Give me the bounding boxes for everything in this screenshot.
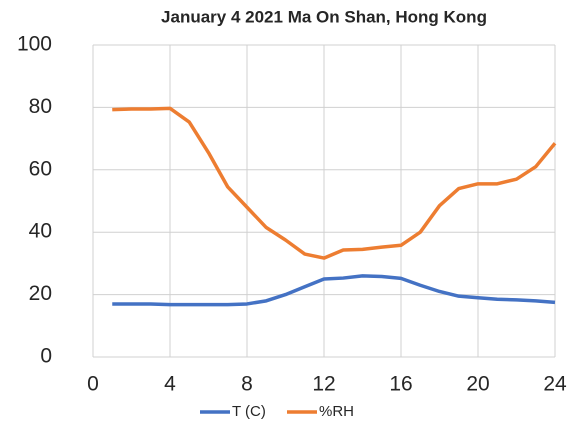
x-tick-label: 8 [241, 373, 253, 396]
y-tick-label: 100 [17, 33, 52, 56]
x-tick-label: 12 [312, 373, 335, 396]
y-tick-label: 40 [29, 220, 52, 243]
y-tick-label: 80 [29, 95, 52, 118]
y-tick-label: 0 [40, 345, 52, 368]
x-tick-label: 20 [466, 373, 489, 396]
chart-title: January 4 2021 Ma On Shan, Hong Kong [161, 7, 487, 26]
series-line [112, 106, 557, 260]
x-tick-label: 4 [164, 373, 176, 396]
series-line [112, 274, 556, 307]
x-tick-label: 16 [389, 373, 412, 396]
x-tick-label: 0 [87, 373, 99, 396]
y-tick-label: 60 [29, 157, 52, 180]
legend-label: %RH [319, 403, 354, 420]
x-tick-label: 24 [543, 373, 567, 396]
legend-label: T (C) [232, 403, 266, 420]
y-tick-label: 20 [29, 282, 52, 305]
